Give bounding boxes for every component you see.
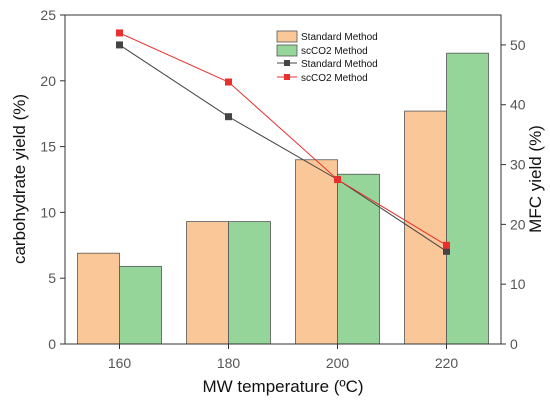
- bar-standard-220: [404, 110, 447, 345]
- y-left-tick-label: 0: [48, 336, 56, 352]
- legend-label-line-scco2: scCO2 Method: [301, 73, 368, 84]
- y-right-tick-label: 0: [510, 336, 518, 352]
- point-scco2-160: [116, 29, 123, 37]
- legend: Standard Method scCO2 Method Standard Me…: [276, 30, 378, 84]
- legend-label-line-standard: Standard Method: [301, 59, 378, 70]
- y-left-tick-label: 15: [40, 139, 56, 155]
- point-standard-220: [443, 247, 450, 255]
- axes-layer: [64, 14, 502, 345]
- legend-label-bar-standard: Standard Method: [301, 32, 378, 43]
- ticks-layer: 0 5 10 15 20 25 0 10 20 30 40 50 160 180 200 220: [40, 7, 525, 371]
- point-standard-160: [116, 41, 123, 49]
- x-tick-label: 160: [108, 355, 132, 371]
- y-right-tick-label: 50: [510, 37, 526, 53]
- y-left-tick-label: 20: [40, 73, 56, 89]
- y-left-axis-title: carbohydrate yield (%): [10, 94, 29, 264]
- line-standard: [119, 44, 447, 252]
- legend-marker-scco2: [284, 74, 290, 80]
- bar-standard-200: [295, 159, 338, 345]
- bar-standard-160: [77, 252, 120, 345]
- y-left-tick-label: 25: [40, 7, 56, 23]
- bar-scco2-200: [337, 173, 380, 345]
- plot-frame: [64, 14, 502, 345]
- x-tick-label: 220: [435, 355, 459, 371]
- y-left-tick-label: 5: [48, 270, 56, 286]
- legend-label-bar-scco2: scCO2 Method: [301, 46, 368, 57]
- x-axis-title: MW temperature (ºC): [202, 377, 363, 396]
- y-right-tick-label: 20: [510, 216, 526, 232]
- bars-layer: [77, 52, 489, 345]
- point-scco2-180: [225, 78, 232, 86]
- bar-scco2-220: [446, 52, 489, 345]
- x-tick-label: 180: [217, 355, 241, 371]
- legend-swatch-bar-standard: [276, 30, 298, 43]
- y-right-tick-label: 40: [510, 97, 526, 113]
- lines-layer: [116, 29, 450, 255]
- x-tick-label: 200: [326, 355, 350, 371]
- y-left-tick-label: 10: [40, 204, 56, 220]
- y-right-tick-label: 10: [510, 276, 526, 292]
- bar-scco2-180: [228, 221, 271, 345]
- point-scco2-200: [334, 176, 341, 183]
- legend-marker-standard: [284, 60, 290, 66]
- bar-standard-180: [186, 221, 229, 345]
- y-right-axis-title: MFC yield (%): [526, 125, 545, 233]
- legend-swatch-bar-scco2: [276, 44, 298, 57]
- y-right-tick-label: 30: [510, 157, 526, 173]
- bar-scco2-160: [119, 265, 162, 345]
- point-standard-180: [225, 113, 232, 121]
- point-scco2-220: [443, 241, 450, 249]
- line-scco2: [119, 32, 447, 246]
